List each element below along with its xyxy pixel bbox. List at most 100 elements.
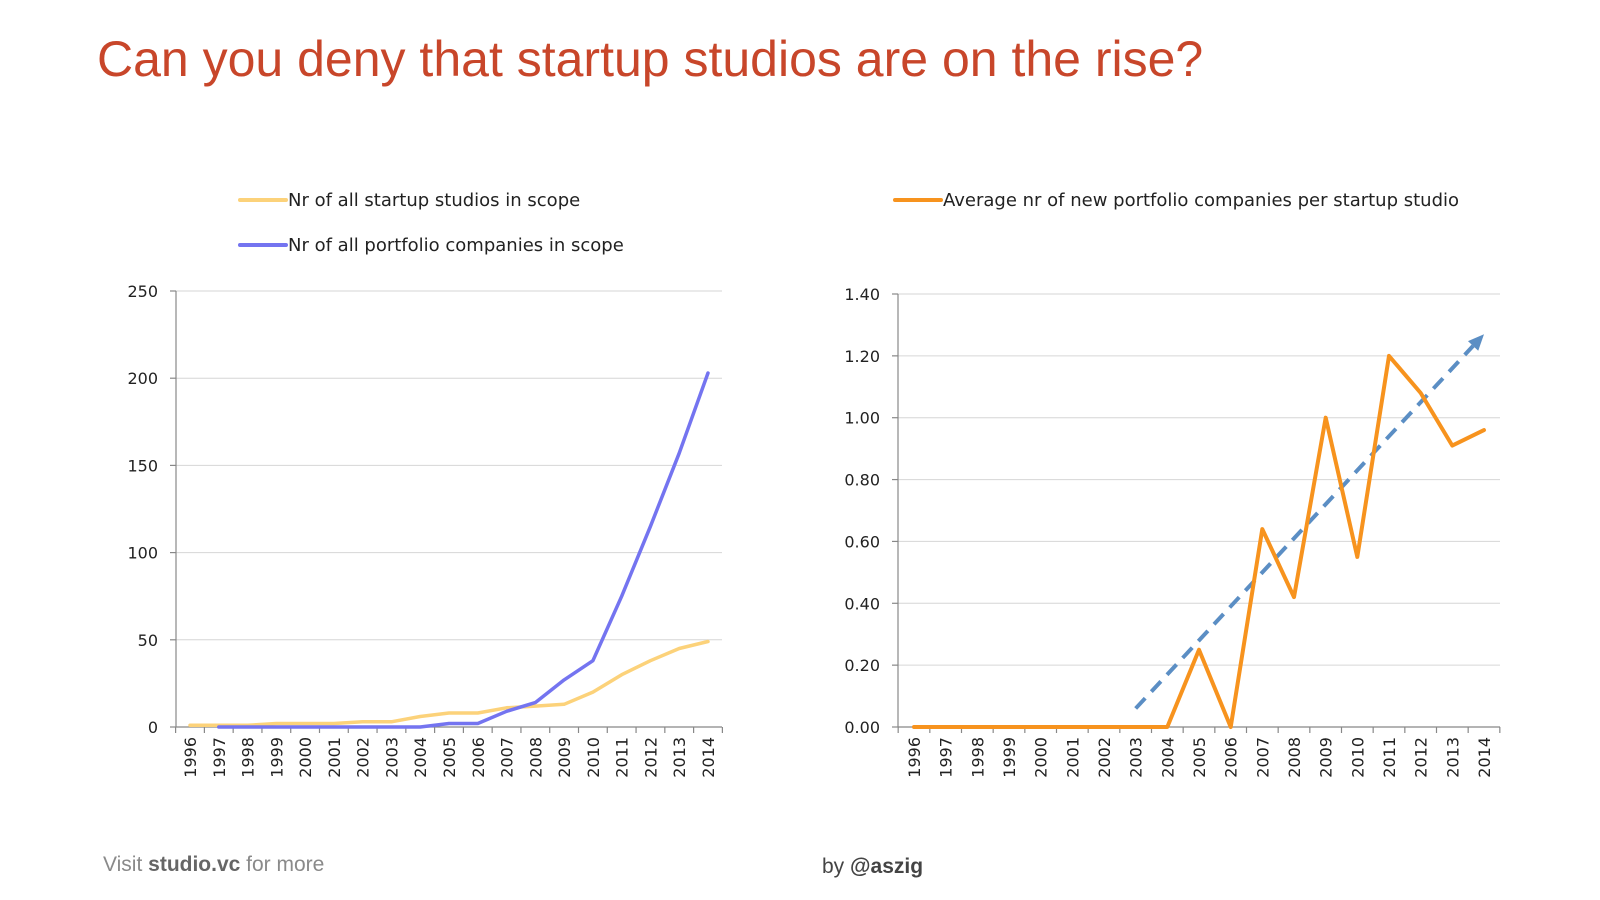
x-tick-label: 1997: [210, 737, 229, 778]
x-tick-label: 2005: [1190, 737, 1209, 778]
data-point: [562, 678, 566, 682]
x-tick-label: 1999: [267, 737, 286, 778]
x-tick-label: 1996: [905, 737, 924, 778]
data-point: [1229, 725, 1232, 729]
footer-by-prefix: by: [822, 855, 845, 878]
x-tick-label: 2008: [526, 737, 545, 778]
data-point: [303, 725, 307, 729]
x-tick-label: 2011: [613, 737, 632, 778]
x-tick-label: 2007: [498, 737, 517, 778]
x-tick-label: 1998: [239, 737, 258, 778]
data-point: [912, 725, 916, 729]
data-point: [1451, 444, 1454, 447]
y-tick-label: 0.20: [844, 656, 880, 675]
data-point: [217, 725, 220, 729]
data-point: [332, 722, 336, 725]
x-tick-label: 1997: [937, 737, 956, 778]
y-tick-label: 250: [127, 282, 158, 301]
x-tick-label: 2014: [699, 737, 718, 778]
x-tick-label: 2009: [1317, 737, 1336, 778]
data-point: [505, 710, 508, 713]
data-point: [620, 595, 623, 598]
x-tick-label: 2001: [1063, 737, 1082, 778]
x-tick-label: 2002: [354, 737, 373, 778]
data-point: [505, 706, 508, 710]
data-point: [390, 725, 393, 729]
data-point: [1387, 354, 1391, 358]
x-tick-label: 2013: [670, 737, 689, 778]
data-point: [1039, 725, 1042, 729]
data-point: [1071, 725, 1074, 729]
data-point: [188, 724, 192, 727]
x-tick-label: 2012: [1412, 737, 1431, 778]
y-tick-label: 100: [127, 544, 158, 563]
x-tick-label: 2000: [296, 737, 315, 778]
data-point: [534, 701, 537, 704]
footer-visit: Visit studio.vc for more: [103, 853, 324, 877]
chart-average-new-companies: 0.00 0.20 0.40 0.60 0.80 1.00 1.20 1.40 1996 1997…: [844, 190, 1501, 778]
data-point: [275, 725, 278, 729]
x-tick-label: 2008: [1285, 737, 1304, 778]
series-line-2: [217, 371, 710, 729]
footer-visit-suffix: for more: [246, 853, 325, 876]
x-tick-label: 2003: [382, 737, 401, 778]
x-tick-label: 2009: [555, 737, 574, 778]
trend-arrow-head: [1467, 334, 1484, 351]
data-point: [1261, 527, 1264, 531]
data-point: [1166, 725, 1169, 729]
data-point: [447, 711, 451, 715]
data-point: [534, 704, 537, 708]
data-point: [620, 673, 623, 676]
data-point: [649, 659, 652, 662]
data-point: [1197, 648, 1201, 651]
data-point: [419, 725, 422, 729]
data-point: [976, 725, 979, 729]
y-tick-label: 50: [138, 631, 158, 650]
data-point: [1419, 391, 1422, 395]
data-point: [246, 725, 249, 729]
y-tick-label: 0.60: [844, 532, 880, 551]
data-point: [678, 647, 681, 650]
data-point: [706, 371, 710, 375]
data-point: [706, 640, 710, 643]
x-tick-label: 2001: [325, 737, 344, 778]
data-point: [591, 659, 595, 662]
x-tick-label: 2013: [1443, 737, 1462, 778]
x-tick-label: 2006: [469, 737, 488, 778]
x-tick-label: 2004: [411, 737, 430, 778]
y-tick-label: 1.40: [844, 285, 880, 304]
data-point: [1482, 428, 1486, 432]
data-point: [361, 725, 364, 729]
data-point: [591, 690, 595, 694]
x-tick-label: 2005: [440, 737, 459, 778]
y-tick-label: 0.00: [844, 718, 880, 737]
legend-label: Average nr of new portfolio companies pe…: [943, 190, 1459, 211]
data-point: [678, 451, 681, 455]
data-point: [944, 725, 947, 729]
y-tick-label: 150: [127, 456, 158, 475]
data-point: [476, 711, 479, 715]
y-tick-label: 200: [127, 369, 158, 388]
data-point: [275, 722, 278, 725]
slide-title: Can you deny that startup studios are on…: [97, 31, 1204, 87]
y-tick-label: 0.80: [844, 471, 880, 490]
data-point: [649, 525, 652, 528]
x-tick-label: 1996: [181, 737, 200, 778]
x-tick-label: 2006: [1222, 737, 1241, 778]
data-point: [447, 722, 451, 725]
data-point: [419, 715, 422, 718]
x-tick-label: 2010: [1348, 737, 1367, 778]
x-tick-label: 2010: [584, 737, 603, 778]
data-point: [1007, 725, 1011, 729]
footer-visit-link[interactable]: studio.vc: [148, 853, 241, 876]
y-tick-label: 1.00: [844, 409, 880, 428]
data-point: [303, 722, 307, 725]
legend-label: Nr of all portfolio companies in scope: [288, 235, 624, 256]
trend-arrow-line: [1134, 344, 1475, 710]
footer-by-handle[interactable]: @aszig: [850, 855, 924, 878]
data-point: [332, 725, 336, 729]
footer-visit-prefix: Visit: [103, 853, 143, 876]
data-point: [562, 703, 566, 706]
y-tick-label: 0: [148, 718, 158, 737]
